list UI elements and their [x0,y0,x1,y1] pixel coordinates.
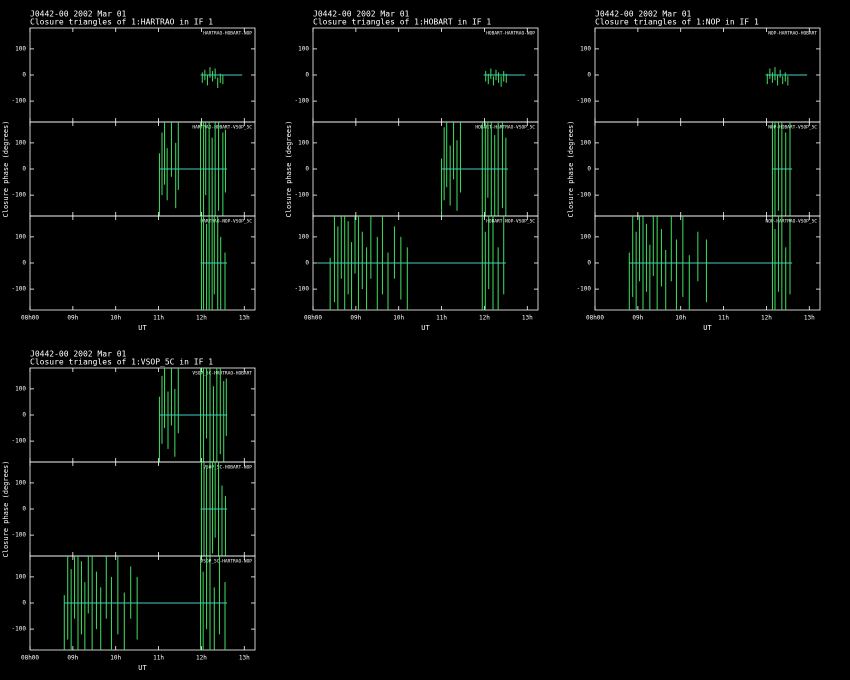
triangle-label: HARTRAO-HOBART-VSOP_5C [192,125,252,131]
triangle-label: NOP-HOBART-VSOP_5C [768,125,817,131]
y-tick-label: 100 [15,479,26,486]
y-tick-label: 0 [22,260,26,267]
x-tick-label: 11h [436,315,447,322]
x-tick-label: 10h [393,315,404,322]
x-tick-label: 08h00 [586,315,604,322]
x-tick-label: 12h [196,655,207,662]
y-tick-label: -100 [12,532,27,539]
y-tick-label: -100 [295,98,310,105]
y-tick-label: 0 [587,166,591,173]
x-tick-label: 11h [718,315,729,322]
y-tick-label: 100 [15,385,26,392]
x-tick-label: 08h00 [304,315,322,322]
y-axis-label: Closure phase (degrees) [567,121,575,218]
x-tick-label: 09h [632,315,643,322]
y-tick-label: 0 [587,260,591,267]
triangle-label: NOP-HARTRAO-HOBART [768,31,817,37]
x-axis-label: UT [138,324,147,332]
y-tick-label: 0 [22,166,26,173]
x-tick-label: 11h [153,655,164,662]
chart-subtitle: Closure triangles of 1:NOP in IF 1 [595,18,759,27]
y-tick-label: 0 [305,260,309,267]
triangle-label: VSOP_5C-HOBART-NOP [203,465,252,471]
y-tick-label: -100 [12,438,27,445]
x-axis-label: UT [138,664,147,672]
y-tick-label: 100 [15,573,26,580]
chart-subtitle: Closure triangles of 1:HOBART in IF 1 [313,18,491,27]
x-tick-label: 13h [239,315,250,322]
y-tick-label: 0 [22,412,26,419]
y-tick-label: -100 [12,98,27,105]
x-tick-label: 09h [350,315,361,322]
x-tick-label: 09h [67,655,78,662]
y-tick-label: 0 [305,166,309,173]
y-tick-label: -100 [12,286,27,293]
triangle-label: HOBART-NOP-VSOP_5C [486,219,535,225]
y-axis-label: Closure phase (degrees) [285,121,293,218]
y-tick-label: 100 [15,45,26,52]
x-tick-label: 12h [479,315,490,322]
x-tick-label: 12h [196,315,207,322]
y-tick-label: -100 [295,192,310,199]
chart-title: J0442-00 2002 Mar 01 [30,350,127,359]
triangle-label: NOP-HARTRAO-VSOP_5C [766,219,818,225]
y-tick-label: -100 [12,192,27,199]
y-tick-label: 0 [587,72,591,79]
y-axis-label: Closure phase (degrees) [2,121,10,218]
chart-subtitle: Closure triangles of 1:HARTRAO in IF 1 [30,18,213,27]
y-tick-label: 100 [298,139,309,146]
y-tick-label: 0 [22,600,26,607]
y-tick-label: 0 [22,506,26,513]
x-tick-label: 13h [522,315,533,322]
y-tick-label: -100 [12,626,27,633]
triangle-label: VSOP_5C-HARTRAO-NOP [201,559,253,565]
x-tick-label: 08h00 [21,655,39,662]
y-tick-label: 100 [298,233,309,240]
triangle-label: HARTRAO-NOP-VSOP_5C [201,219,253,225]
x-axis-label: UT [421,324,430,332]
chart-title: J0442-00 2002 Mar 01 [595,10,692,19]
y-axis-label: Closure phase (degrees) [2,461,10,558]
triangle-label: HARTRAO-HOBART-NOP [203,31,252,37]
chart-title: J0442-00 2002 Mar 01 [30,10,127,19]
y-tick-label: -100 [577,192,592,199]
y-tick-label: 100 [580,233,591,240]
x-tick-label: 13h [804,315,815,322]
y-tick-label: 0 [305,72,309,79]
y-tick-label: 0 [22,72,26,79]
x-tick-label: 11h [153,315,164,322]
y-tick-label: 100 [298,45,309,52]
y-tick-label: 100 [580,139,591,146]
y-tick-label: -100 [577,98,592,105]
triangle-label: VSOP_5C-HARTRAO-HOBART [192,371,252,377]
y-tick-label: -100 [577,286,592,293]
x-tick-label: 10h [110,315,121,322]
x-tick-label: 10h [110,655,121,662]
y-tick-label: -100 [295,286,310,293]
y-tick-label: 100 [580,45,591,52]
chart-subtitle: Closure triangles of 1:VSOP_5C in IF 1 [30,358,213,367]
x-axis-label: UT [703,324,712,332]
triangle-label: HOBART-HARTRAO-NOP [486,31,535,37]
y-tick-label: 100 [15,139,26,146]
x-tick-label: 12h [761,315,772,322]
chart-title: J0442-00 2002 Mar 01 [313,10,410,19]
x-tick-label: 10h [675,315,686,322]
triangle-label: HOBART-HARTRAO-VSOP_5C [475,125,535,131]
y-tick-label: 100 [15,233,26,240]
x-tick-label: 13h [239,655,250,662]
x-tick-label: 08h00 [21,315,39,322]
x-tick-label: 09h [67,315,78,322]
